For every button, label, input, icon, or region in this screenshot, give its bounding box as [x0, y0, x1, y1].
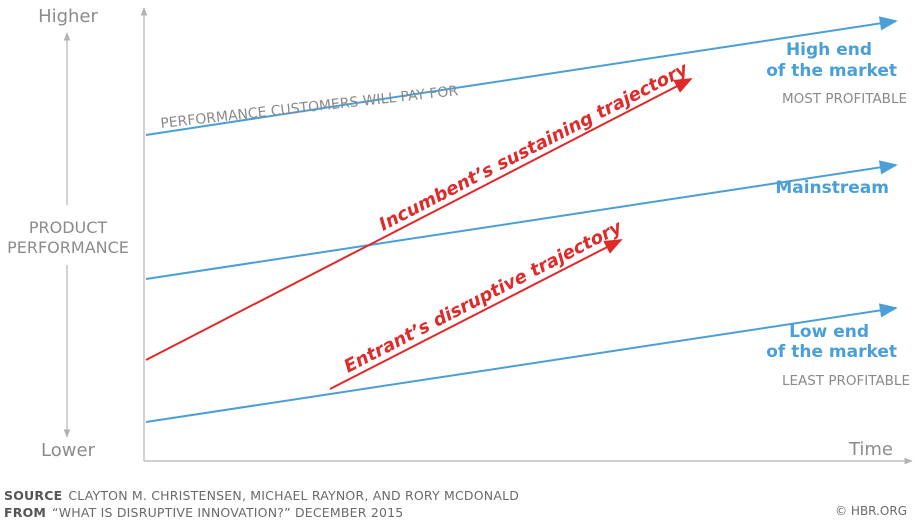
from-value: “WHAT IS DISRUPTIVE INNOVATION?” DECEMBE… — [52, 505, 404, 520]
y-axis-title-line2: PERFORMANCE — [7, 238, 129, 257]
low-end-label-line1: Low end — [789, 322, 869, 342]
y-axis-title-line1: PRODUCT — [29, 218, 108, 237]
x-axis-title: Time — [848, 439, 893, 460]
incumbent-trajectory-label: Incumbent’s sustaining trajectory — [376, 58, 693, 235]
y-axis-high-label: Higher — [38, 6, 98, 27]
source-key: SOURCE — [4, 488, 63, 503]
y-axis-low-label: Lower — [41, 440, 96, 461]
copyright: © HBR.ORG — [835, 504, 907, 518]
entrant-trajectory-label: Entrant’s disruptive trajectory — [341, 216, 627, 377]
low-end-line — [145, 303, 898, 423]
entrant-trajectory-arrow — [329, 239, 623, 390]
mainstream-line — [145, 160, 898, 280]
from-line: FROM “WHAT IS DISRUPTIVE INNOVATION?” DEC… — [4, 505, 403, 520]
most-profitable-label: MOST PROFITABLE — [782, 91, 907, 107]
least-profitable-label: LEAST PROFITABLE — [782, 373, 910, 389]
mainstream-label: Mainstream — [775, 178, 889, 198]
from-key: FROM — [4, 505, 47, 520]
source-line: SOURCE CLAYTON M. CHRISTENSEN, MICHAEL RA… — [4, 488, 519, 503]
source-value: CLAYTON M. CHRISTENSEN, MICHAEL RAYNOR, … — [68, 488, 520, 503]
high-end-label-line1: High end — [786, 40, 872, 60]
performance-customers-label: PERFORMANCE CUSTOMERS WILL PAY FOR — [160, 83, 460, 132]
high-end-line — [145, 16, 898, 136]
incumbent-trajectory-arrow — [145, 78, 693, 361]
high-end-label-line2: of the market — [766, 61, 897, 81]
low-end-label-line2: of the market — [766, 342, 897, 362]
